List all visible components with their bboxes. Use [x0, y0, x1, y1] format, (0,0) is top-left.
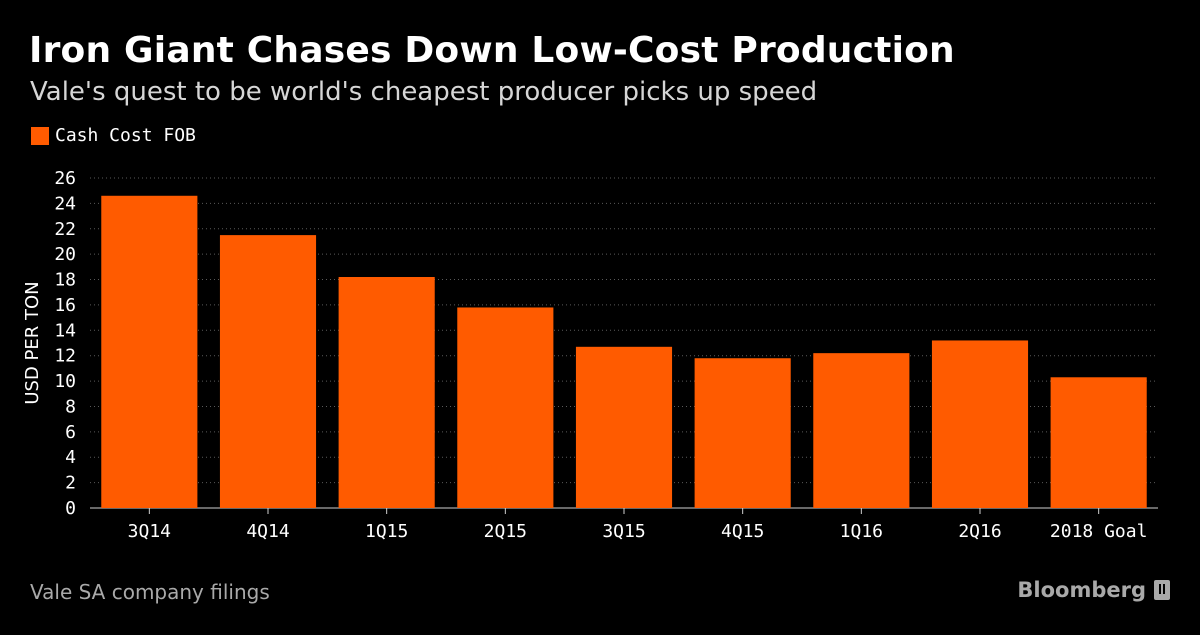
x-tick-layer: 3Q14 4Q14 1Q15 2Q15 3Q15 4Q15 1Q16 2Q16 2018 Goa…	[128, 508, 1148, 542]
source-note: Vale SA company filings	[30, 580, 270, 604]
legend: Cash Cost FOB	[31, 125, 196, 146]
bar-layer	[101, 195, 1147, 508]
bar-1q15	[338, 277, 435, 508]
legend-swatch	[31, 126, 49, 145]
x-tick-label: 4Q15	[721, 521, 764, 542]
x-tick-label: 2Q15	[484, 521, 527, 542]
y-tick-label: 20	[54, 244, 76, 265]
bar-4q15	[694, 358, 791, 508]
y-tick-label: 6	[65, 422, 76, 443]
y-tick-label: 26	[54, 168, 76, 189]
bloomberg-logo-icon	[1154, 580, 1170, 600]
y-tick-label: 16	[54, 295, 76, 316]
brand-name: Bloomberg	[1017, 578, 1146, 602]
legend-label: Cash Cost FOB	[55, 125, 196, 146]
bar-2018-goal	[1050, 377, 1147, 508]
y-tick-label: 4	[65, 447, 76, 468]
chart-subtitle: Vale's quest to be world's cheapest prod…	[30, 77, 818, 107]
y-tick-label: 10	[54, 371, 76, 392]
bar-3q15	[575, 346, 673, 508]
x-tick-label: 1Q16	[840, 521, 883, 542]
y-tick-label: 8	[65, 396, 76, 417]
bar-1q16	[813, 353, 910, 508]
x-tick-label: 2Q16	[958, 521, 1001, 542]
y-axis-label: USD PER TON	[22, 281, 43, 404]
y-tick-label: 12	[54, 346, 76, 367]
bar-2q15	[457, 307, 554, 508]
bar-4q14	[219, 235, 317, 508]
bar-2q16	[931, 340, 1029, 508]
x-tick-label: 3Q15	[602, 521, 645, 542]
y-tick-label: 18	[54, 270, 76, 291]
y-tick-label: 24	[54, 193, 76, 214]
x-tick-label: 4Q14	[246, 521, 289, 542]
y-tick-label: 22	[54, 219, 76, 240]
y-tick-label: 0	[65, 498, 76, 519]
chart-title: Iron Giant Chases Down Low-Cost Producti…	[29, 30, 955, 71]
x-tick-label: 3Q14	[128, 521, 171, 542]
x-tick-label: 1Q15	[365, 521, 408, 542]
bar-3q14	[101, 195, 198, 508]
y-tick-label: 2	[65, 473, 76, 494]
x-tick-label: 2018 Goal	[1050, 521, 1148, 542]
brand: Bloomberg	[1017, 578, 1170, 602]
y-tick-label: 14	[54, 320, 76, 341]
